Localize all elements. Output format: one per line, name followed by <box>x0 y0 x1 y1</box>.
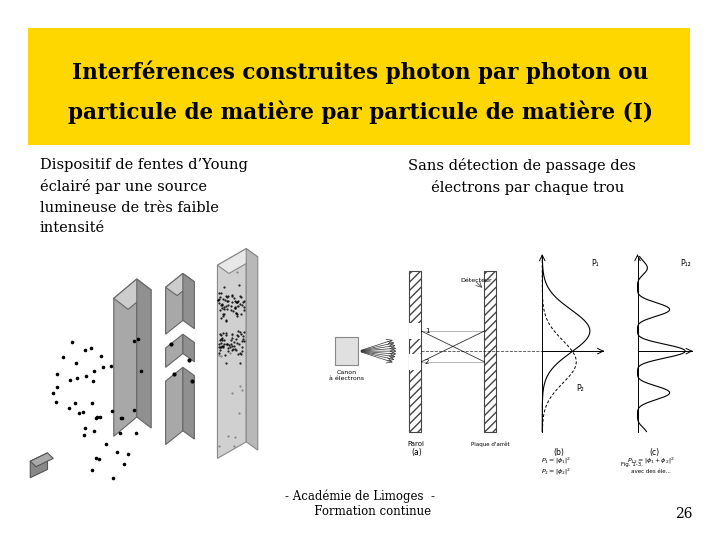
Text: particule de matière par particule de matière (I): particule de matière par particule de ma… <box>68 100 652 124</box>
Point <box>52 370 63 379</box>
Polygon shape <box>217 248 258 273</box>
Text: Plaque d'arrêt: Plaque d'arrêt <box>471 441 510 447</box>
Point <box>50 398 62 407</box>
Point <box>183 356 194 364</box>
Polygon shape <box>183 273 194 329</box>
Point <box>78 430 90 439</box>
Point <box>73 409 85 418</box>
Bar <box>410 271 421 431</box>
Text: 26: 26 <box>675 507 693 521</box>
Point <box>86 466 98 475</box>
Point <box>166 340 177 348</box>
Polygon shape <box>166 273 194 295</box>
Text: Fig. 1-3.: Fig. 1-3. <box>621 462 642 467</box>
Polygon shape <box>166 273 183 334</box>
Point <box>66 338 77 346</box>
Point <box>112 448 123 456</box>
Text: Canon
à électrons: Canon à électrons <box>329 370 364 381</box>
Bar <box>28 28 690 145</box>
Text: P₁₂: P₁₂ <box>680 259 690 268</box>
Point <box>77 407 89 416</box>
Point <box>86 399 98 407</box>
Point <box>91 414 102 422</box>
Point <box>93 455 104 463</box>
Polygon shape <box>114 279 137 436</box>
Text: Détecteur: Détecteur <box>461 278 492 282</box>
Point <box>88 367 99 376</box>
Text: - Académie de Limoges  -
       Formation continue: - Académie de Limoges - Formation contin… <box>285 490 435 518</box>
Point <box>97 362 109 371</box>
Polygon shape <box>30 453 48 478</box>
Point <box>89 427 100 435</box>
Text: Sans détection de passage des
     électrons par chaque trou: Sans détection de passage des électrons … <box>408 158 636 195</box>
Point <box>85 343 96 352</box>
Text: Interférences construites photon par photon ou: Interférences construites photon par pho… <box>72 60 648 84</box>
Text: (a): (a) <box>411 448 422 457</box>
Bar <box>335 337 359 366</box>
Polygon shape <box>217 248 246 458</box>
Point <box>94 413 106 421</box>
Text: $P_{12}=|\phi_1+\phi_2|^2$: $P_{12}=|\phi_1+\phi_2|^2$ <box>627 455 675 465</box>
Text: $P_1=|\phi_1|^2$: $P_1=|\phi_1|^2$ <box>541 455 571 465</box>
Point <box>87 376 99 385</box>
Polygon shape <box>183 367 194 439</box>
Text: P₁: P₁ <box>591 259 599 268</box>
Point <box>135 367 146 376</box>
Point <box>107 473 119 482</box>
Point <box>69 399 81 407</box>
Text: (c): (c) <box>649 448 660 457</box>
Point <box>128 406 140 414</box>
Point <box>119 460 130 469</box>
Point <box>70 359 81 368</box>
Text: Paroi: Paroi <box>408 441 425 447</box>
Polygon shape <box>114 279 151 309</box>
Text: avec des éle...: avec des éle... <box>631 469 671 475</box>
Point <box>78 346 90 355</box>
Polygon shape <box>166 367 183 444</box>
Point <box>51 382 63 391</box>
Point <box>91 412 102 421</box>
Polygon shape <box>137 279 151 428</box>
Bar <box>410 323 421 339</box>
Text: $P_2=|\phi_2|^2$: $P_2=|\phi_2|^2$ <box>541 467 571 477</box>
Point <box>132 335 144 343</box>
Point <box>115 414 127 422</box>
Text: P₂: P₂ <box>576 384 583 393</box>
Point <box>57 353 68 361</box>
Point <box>114 429 125 438</box>
Polygon shape <box>246 248 258 450</box>
Text: 2: 2 <box>425 359 429 365</box>
Bar <box>410 354 421 370</box>
Text: Dispositif de fentes d’Young
éclairé par une source
lumineuse de très faible
int: Dispositif de fentes d’Young éclairé par… <box>40 158 248 235</box>
Point <box>90 454 102 462</box>
Point <box>71 374 83 382</box>
Text: (b): (b) <box>554 448 564 457</box>
Point <box>100 440 112 448</box>
Polygon shape <box>183 334 194 362</box>
Point <box>79 424 91 433</box>
Text: 1: 1 <box>425 328 429 334</box>
Bar <box>485 271 496 431</box>
Point <box>95 352 107 360</box>
Point <box>63 404 75 413</box>
Point <box>128 336 140 345</box>
Point <box>80 372 91 380</box>
Polygon shape <box>166 334 183 367</box>
Point <box>130 429 142 438</box>
Point <box>105 362 117 370</box>
Point <box>168 370 180 379</box>
Point <box>117 414 128 423</box>
Point <box>186 377 197 386</box>
Point <box>122 450 133 458</box>
Point <box>64 375 76 384</box>
Polygon shape <box>30 453 53 467</box>
Point <box>107 407 118 416</box>
Point <box>47 388 58 397</box>
